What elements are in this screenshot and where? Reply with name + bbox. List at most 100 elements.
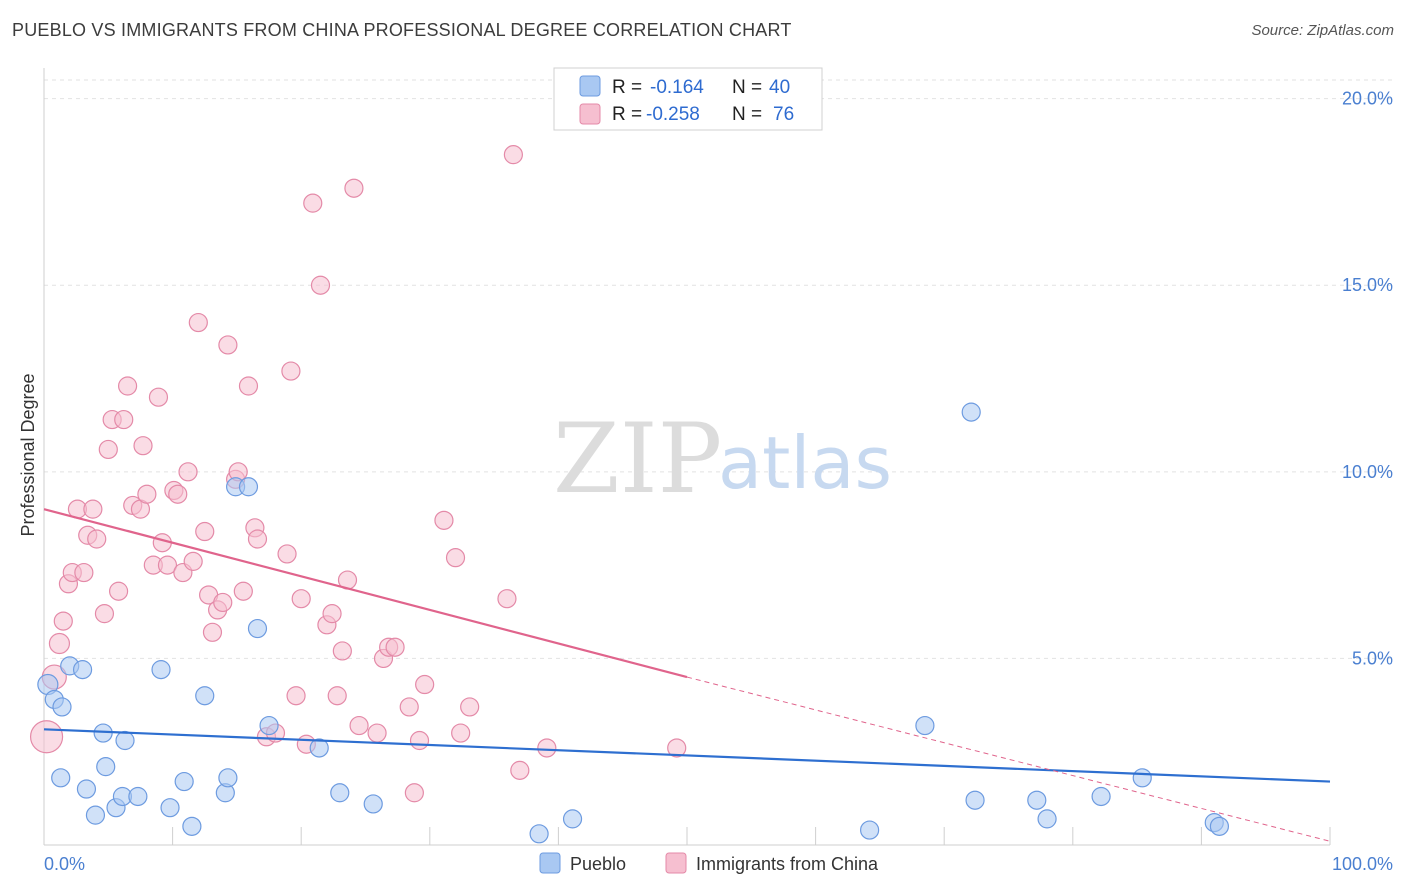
china-point	[460, 697, 480, 717]
china-point	[385, 637, 405, 657]
chart-title: PUEBLO VS IMMIGRANTS FROM CHINA PROFESSI…	[12, 20, 792, 40]
legend-n-label: N =	[732, 77, 762, 98]
china-point	[399, 697, 419, 717]
china-point	[286, 686, 306, 706]
y-tick-label: 20.0%	[1342, 89, 1393, 109]
china-point	[168, 484, 188, 504]
legend-swatch-china	[579, 103, 601, 125]
y-tick-label: 10.0%	[1342, 462, 1393, 482]
y-axis-label: Professional Degree	[18, 373, 38, 536]
china-point	[133, 436, 153, 456]
legend-n-value: 40	[769, 77, 790, 98]
china-point	[87, 529, 107, 549]
china-point	[202, 622, 223, 642]
pueblo-point	[529, 824, 549, 844]
pueblo-point	[1027, 790, 1047, 810]
watermark: ZIP atlas	[553, 403, 892, 515]
china-point	[322, 604, 342, 624]
china-point	[434, 510, 454, 530]
china-point	[183, 551, 203, 571]
legend-n-value: 76	[773, 104, 794, 125]
pueblo-point	[51, 768, 71, 788]
china-point	[74, 562, 94, 583]
pueblo-point	[1037, 809, 1057, 829]
china-point	[332, 641, 352, 661]
china-point	[277, 544, 297, 564]
china-point	[303, 193, 323, 213]
china-point	[367, 723, 387, 743]
china-point	[157, 555, 178, 575]
pueblo-point	[1091, 786, 1111, 807]
y-tick-label: 5.0%	[1352, 648, 1393, 668]
legend-n-label: N =	[732, 104, 762, 125]
pueblo-point	[72, 660, 93, 680]
pueblo-point	[115, 730, 135, 751]
china-point	[451, 723, 471, 743]
pueblo-point	[160, 798, 180, 818]
pueblo-point	[259, 715, 279, 736]
pueblo-point	[562, 809, 583, 829]
pueblo-point	[151, 660, 171, 680]
china-point	[114, 409, 134, 430]
legend-r-value: -0.164	[650, 77, 704, 98]
bottom-legend-label-pueblo: Pueblo	[570, 854, 626, 874]
china-point	[415, 674, 435, 695]
china-point	[281, 361, 301, 381]
pueblo-point	[182, 816, 202, 836]
china-point	[117, 376, 138, 396]
china-point	[327, 686, 347, 706]
pueblo-point	[1132, 768, 1152, 788]
trend-lines	[43, 508, 1331, 842]
bottom-legend-swatch-china	[665, 852, 687, 874]
bottom-legend-label-china: Immigrants from China	[696, 854, 879, 874]
china-point	[148, 387, 169, 407]
pueblo-point	[195, 686, 215, 706]
grid-lines	[44, 79, 1394, 659]
pueblo-point	[76, 779, 97, 799]
pueblo-point	[1209, 816, 1230, 836]
china-point	[497, 589, 517, 609]
china-point	[409, 730, 430, 751]
source-label: Source: ZipAtlas.com	[1251, 22, 1394, 39]
pueblo-point	[247, 618, 268, 639]
data-points	[29, 145, 1230, 844]
legend-swatch-pueblo	[579, 75, 601, 97]
china-point	[108, 581, 129, 601]
china-point	[137, 484, 157, 504]
legend-r-value: -0.258	[646, 104, 700, 125]
watermark-atlas: atlas	[718, 421, 892, 505]
china-point	[98, 439, 118, 460]
pueblo-point	[330, 783, 350, 803]
china-point	[537, 738, 557, 758]
pueblo-point	[218, 768, 238, 788]
pueblo-point	[363, 794, 383, 814]
y-tick-labels: 5.0% 10.0% 15.0% 20.0%	[1342, 89, 1393, 669]
china-point	[213, 592, 233, 613]
china-point	[48, 632, 71, 655]
pueblo-point	[965, 790, 985, 810]
pueblo-point	[238, 477, 259, 497]
x-tick-label: 0.0%	[44, 854, 85, 874]
china-point	[667, 738, 687, 758]
axes	[43, 68, 1331, 846]
china-point	[188, 312, 208, 333]
china-point	[344, 178, 364, 198]
pueblo-trend-line	[43, 728, 1331, 783]
legend-r-label: R =	[612, 104, 642, 125]
china-trend-line	[43, 508, 688, 679]
pueblo-point	[309, 738, 329, 758]
china-point	[310, 275, 331, 295]
china-point	[247, 529, 268, 549]
china-point	[195, 521, 215, 542]
pueblo-point	[128, 786, 148, 807]
china-point	[349, 715, 369, 736]
pueblo-point	[961, 402, 981, 422]
pueblo-point	[85, 805, 106, 825]
china-point	[238, 376, 259, 396]
series-legend: Pueblo Immigrants from China	[539, 852, 879, 874]
watermark-zip: ZIP	[553, 403, 722, 515]
china-point	[233, 581, 253, 601]
pueblo-point	[174, 771, 194, 792]
x-tick-labels: 0.0% 100.0%	[44, 854, 1393, 874]
